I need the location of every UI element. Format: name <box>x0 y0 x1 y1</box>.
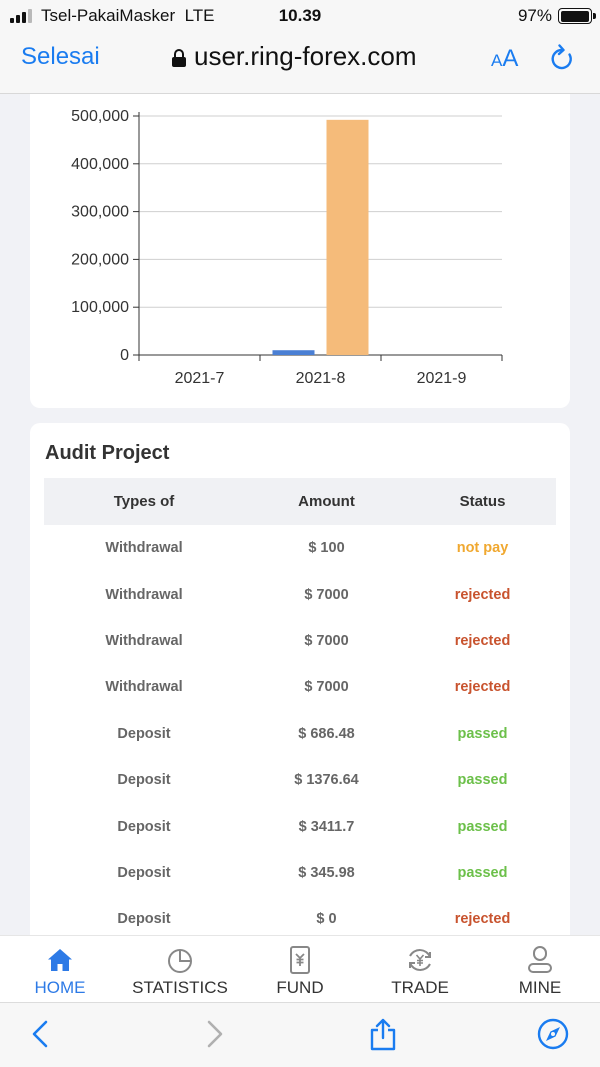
bar <box>326 119 369 355</box>
row-type: Withdrawal <box>105 679 183 696</box>
status-bar: Tsel-PakaiMasker LTE 10.39 97% <box>0 0 600 32</box>
row-type: Deposit <box>117 818 171 835</box>
row-amount: $ 7000 <box>304 632 349 649</box>
row-type: Withdrawal <box>105 632 183 649</box>
tab-fund-label: FUND <box>276 978 324 997</box>
home-icon <box>48 949 72 971</box>
tab-trade[interactable]: TRADE <box>360 936 480 1002</box>
audit-row: Withdrawal $ 7000 rejected <box>44 618 556 664</box>
audit-row: Withdrawal $ 7000 rejected <box>44 571 556 617</box>
audit-card: Audit Project Types of Amount Status Wit… <box>30 423 570 935</box>
row-amount: $ 100 <box>308 540 345 557</box>
audit-row: Deposit $ 345.98 passed <box>44 850 556 896</box>
row-status: rejected <box>454 679 511 696</box>
row-status: not pay <box>456 540 509 557</box>
lock-icon <box>172 48 186 67</box>
y-tick-label: 300,000 <box>71 204 129 221</box>
audit-table-header: Types of Amount Status <box>44 478 556 525</box>
tab-home[interactable]: HOME <box>0 936 120 1002</box>
audit-row: Withdrawal $ 100 not pay <box>44 525 556 571</box>
tab-mine[interactable]: MINE <box>480 936 600 1002</box>
browser-toolbar <box>0 1002 600 1067</box>
clock: 10.39 <box>278 6 322 25</box>
audit-row: Deposit $ 3411.7 passed <box>44 803 556 849</box>
audit-table: Types of Amount Status Withdrawal $ 100 … <box>44 478 556 935</box>
x-tick-label: 2021-8 <box>296 370 346 387</box>
bar-chart: 500,000 400,000 300,000 200,000 100,000 0 2021… <box>71 108 503 387</box>
row-amount: $ 686.48 <box>298 725 355 742</box>
tab-statistics-label: STATISTICS <box>132 978 228 997</box>
reload-icon[interactable] <box>549 44 575 72</box>
row-status: rejected <box>454 586 511 603</box>
bar <box>272 350 315 355</box>
pie-chart-icon <box>168 949 192 973</box>
audit-title: Audit Project <box>45 442 170 464</box>
carrier-name: Tsel-PakaiMasker LTE <box>41 6 215 25</box>
row-amount: $ 3411.7 <box>298 818 355 835</box>
y-tick-label: 400,000 <box>71 156 129 173</box>
back-icon[interactable] <box>25 1017 59 1051</box>
header-amount: Amount <box>298 493 355 510</box>
app-tab-bar: HOME STATISTICS FUND TRADE MINE <box>0 935 600 1002</box>
chart-card: 500,000 400,000 300,000 200,000 100,000 0 2021… <box>30 94 570 408</box>
x-tick-label: 2021-7 <box>175 370 225 387</box>
url-text: user.ring-forex.com <box>194 41 417 71</box>
trade-icon <box>409 949 431 971</box>
y-tick-label: 200,000 <box>71 251 129 268</box>
audit-row: Deposit $ 0 rejected <box>44 896 556 935</box>
row-amount: $ 7000 <box>304 679 349 696</box>
y-tick-label: 100,000 <box>71 299 129 316</box>
page-content: 500,000 400,000 300,000 200,000 100,000 0 2021… <box>0 94 600 935</box>
tab-trade-label: TRADE <box>391 978 449 997</box>
header-status: Status <box>459 493 506 510</box>
header-type: Types of <box>113 493 175 510</box>
fund-icon <box>290 946 310 974</box>
browser-address-bar: Selesai user.ring-forex.com AA <box>0 32 600 94</box>
compass-icon[interactable] <box>536 1017 570 1051</box>
x-tick-label: 2021-9 <box>417 370 467 387</box>
share-icon[interactable] <box>366 1017 400 1051</box>
row-amount: $ 0 <box>316 911 337 928</box>
tab-fund[interactable]: FUND <box>240 936 360 1002</box>
tab-home-label: HOME <box>34 978 86 997</box>
row-status: passed <box>457 725 508 742</box>
row-type: Deposit <box>117 864 171 881</box>
row-amount: $ 7000 <box>304 586 349 603</box>
row-type: Deposit <box>117 725 171 742</box>
row-status: passed <box>457 864 508 881</box>
battery-icon <box>558 8 596 24</box>
tab-statistics[interactable]: STATISTICS <box>120 936 240 1002</box>
row-type: Withdrawal <box>105 586 183 603</box>
url-field[interactable]: user.ring-forex.com <box>172 41 417 72</box>
row-status: passed <box>457 818 508 835</box>
row-amount: $ 345.98 <box>298 864 355 881</box>
row-status: rejected <box>454 632 511 649</box>
signal-icon <box>10 9 32 23</box>
audit-row: Withdrawal $ 7000 rejected <box>44 664 556 710</box>
user-icon <box>528 946 552 973</box>
row-type: Withdrawal <box>105 540 183 557</box>
battery-percent: 97% <box>517 6 552 25</box>
forward-icon[interactable] <box>196 1017 230 1051</box>
y-tick-label: 500,000 <box>71 108 129 125</box>
row-type: Deposit <box>117 772 171 789</box>
audit-row: Deposit $ 1376.64 passed <box>44 757 556 803</box>
tab-mine-label: MINE <box>518 978 562 997</box>
row-amount: $ 1376.64 <box>294 772 359 789</box>
row-status: passed <box>457 772 508 789</box>
row-status: rejected <box>454 911 511 928</box>
text-size-button[interactable]: AA <box>491 45 519 72</box>
done-button[interactable]: Selesai <box>21 43 100 70</box>
y-tick-label: 0 <box>120 347 129 364</box>
audit-row: Deposit $ 686.48 passed <box>44 711 556 757</box>
row-type: Deposit <box>117 911 171 928</box>
